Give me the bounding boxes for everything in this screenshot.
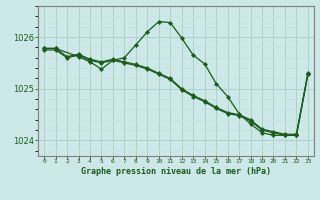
X-axis label: Graphe pression niveau de la mer (hPa): Graphe pression niveau de la mer (hPa) bbox=[81, 167, 271, 176]
